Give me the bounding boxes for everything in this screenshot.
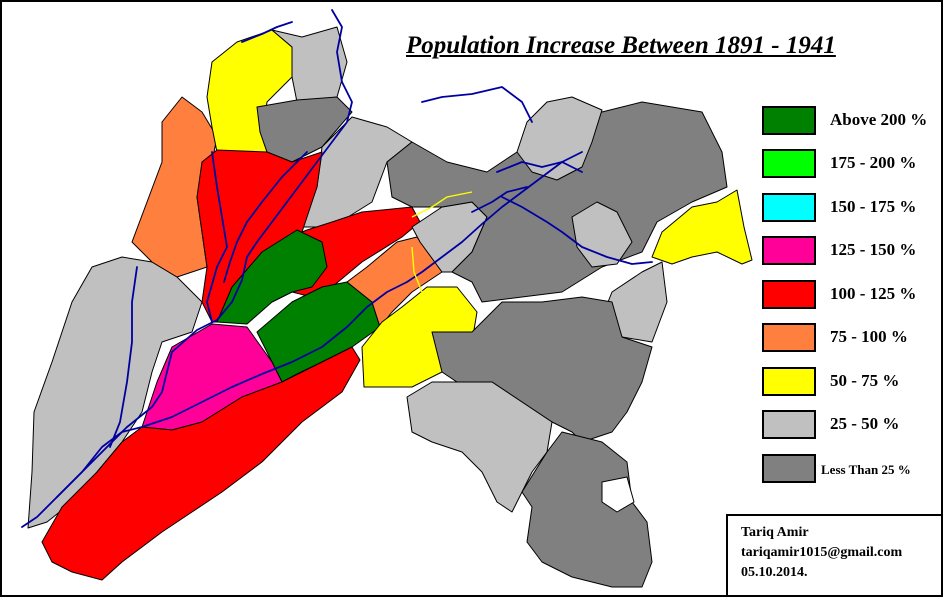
legend-swatch — [762, 280, 816, 309]
region-south-whitepocket — [601, 476, 635, 513]
legend-swatch — [762, 236, 816, 265]
legend-swatch — [762, 149, 816, 178]
legend-swatch — [762, 106, 816, 135]
map-title: Population Increase Between 1891 - 1941 — [406, 32, 836, 59]
river-ravi — [206, 151, 228, 323]
legend-item: 175 - 200 % — [762, 149, 941, 179]
legend-label: 125 - 150 % — [830, 240, 917, 259]
river-beas — [421, 86, 533, 123]
border-yellow-2 — [411, 246, 423, 293]
legend-label: 100 - 125 % — [830, 284, 917, 303]
legend-item: 150 - 175 % — [762, 193, 941, 223]
river-chenab — [109, 266, 138, 448]
legend-item: 25 - 50 % — [762, 410, 941, 440]
legend-swatch — [762, 410, 816, 439]
legend-label: 25 - 50 % — [830, 414, 900, 433]
legend-label: 150 - 175 % — [830, 197, 917, 216]
region-central-green-1 — [216, 229, 328, 325]
legend-item: 50 - 75 % — [762, 367, 941, 397]
legend-swatch — [762, 454, 816, 483]
legend-swatch — [762, 193, 816, 222]
border-yellow-1 — [411, 191, 473, 218]
legend-label: 175 - 200 % — [830, 153, 917, 172]
region-nw-orange — [131, 96, 218, 278]
river-east-2 — [501, 196, 653, 265]
legend-item: Above 200 % — [762, 106, 941, 136]
legend-label: Above 200 % — [830, 110, 928, 129]
legend-swatch — [762, 367, 816, 396]
legend-swatch — [762, 323, 816, 352]
river-sutlej — [223, 151, 308, 283]
credit-email: tariqamir1015@gmail.com — [741, 545, 903, 560]
region-south-darkgrey — [521, 431, 653, 588]
credit-author: Tariq Amir — [741, 525, 809, 540]
region-south-red — [41, 346, 361, 581]
region-north-yellow — [206, 29, 293, 153]
region-ce-orange — [346, 236, 443, 328]
legend-label: 50 - 75 % — [830, 371, 900, 390]
river-east-1 — [496, 161, 583, 173]
river-jhelum — [56, 151, 583, 498]
region-east-yellow — [651, 189, 753, 265]
legend-label: 75 - 100 % — [830, 327, 908, 346]
legend-item: Less Than 25 % — [762, 454, 941, 484]
region-sse-lightgrey — [406, 381, 553, 513]
credit-box: Tariq Amir tariqamir1015@gmail.com 05.10… — [726, 514, 941, 595]
legend-item: 75 - 100 % — [762, 323, 941, 353]
legend-item: 100 - 125 % — [762, 280, 941, 310]
river-indus — [21, 9, 353, 528]
region-ne-hills-lightgrey-2 — [571, 201, 633, 268]
river-north-small — [241, 21, 293, 43]
river-east-3 — [471, 186, 528, 213]
legend-label: Less Than 25 % — [821, 462, 911, 477]
legend-item: 125 - 150 % — [762, 236, 941, 266]
credit-date: 05.10.2014. — [741, 565, 808, 580]
